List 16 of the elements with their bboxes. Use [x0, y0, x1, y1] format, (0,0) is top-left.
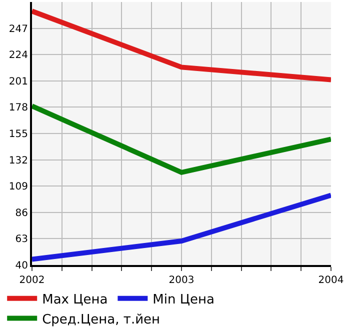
y-tick-label: 247 — [8, 24, 28, 35]
legend-label: Max Цена — [42, 292, 108, 308]
x-tick-label: 2003 — [168, 275, 194, 286]
legend-label: Min Цена — [152, 292, 214, 308]
y-tick-label: 40 — [15, 260, 28, 272]
y-tick-label: 201 — [8, 76, 28, 88]
y-tick-label: 132 — [8, 155, 28, 166]
x-tick-label: 2004 — [318, 275, 344, 286]
x-tick-label: 2002 — [19, 275, 45, 286]
y-tick-label: 109 — [8, 182, 28, 193]
y-tick-label: 86 — [15, 208, 28, 219]
y-tick-label: 63 — [15, 234, 28, 246]
y-tick-label: 224 — [8, 50, 28, 62]
y-tick-label: 155 — [8, 129, 28, 140]
y-tick-label: 178 — [8, 102, 28, 114]
legend-label: Сред.Цена, т.йен — [42, 312, 160, 328]
